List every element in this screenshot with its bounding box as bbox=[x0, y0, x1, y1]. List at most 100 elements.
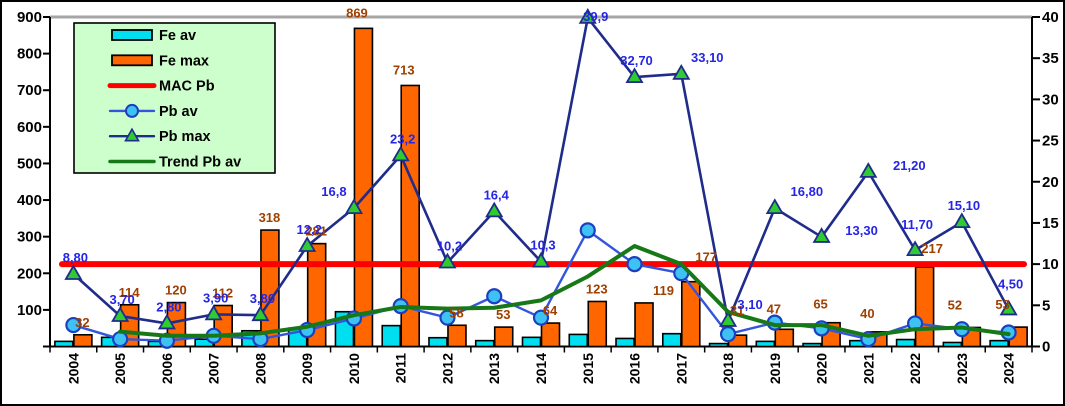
pb-max-marker-2014 bbox=[531, 251, 551, 268]
pb-max-marker-2016 bbox=[625, 67, 644, 84]
fe-max-label: 65 bbox=[813, 297, 827, 312]
pb-max-marker-2004 bbox=[64, 264, 83, 280]
x-axis-year-label: 2022 bbox=[907, 353, 923, 384]
x-axis-year-label: 2021 bbox=[860, 353, 876, 384]
pb-max-marker-2019 bbox=[765, 198, 784, 215]
x-axis-year-label: 2009 bbox=[299, 353, 315, 384]
pb-max-label: 32,70 bbox=[620, 53, 653, 68]
pb-max-marker-2021 bbox=[859, 162, 878, 178]
fe-max-label: 31 bbox=[730, 303, 744, 318]
fe-max-label: 40 bbox=[860, 306, 874, 321]
pb-max-label: 16,80 bbox=[791, 184, 824, 199]
fe-max-label: 112 bbox=[212, 285, 233, 300]
pb-max-label: 33,10 bbox=[691, 50, 724, 65]
legend-item-label: Trend Pb av bbox=[159, 155, 241, 171]
fe-max-label: 120 bbox=[165, 283, 187, 298]
legend-item-label: MAC Pb bbox=[159, 79, 215, 95]
x-axis-year-label: 2019 bbox=[767, 353, 783, 384]
right-axis-tick-label: 30 bbox=[1042, 91, 1059, 108]
legend-marker-circle bbox=[125, 103, 139, 118]
fe-av-bar-2017 bbox=[661, 332, 682, 348]
pb-max-label: 8,80 bbox=[63, 250, 88, 265]
pb-max-label: 3,10 bbox=[737, 297, 762, 312]
fe-max-bar-2009 bbox=[306, 242, 327, 348]
pb-max-label: 21,20 bbox=[893, 158, 926, 173]
left-axis-tick-label: 500 bbox=[17, 155, 42, 172]
pb-max-label: 23,2 bbox=[390, 131, 415, 146]
fe-max-label: 64 bbox=[543, 303, 558, 318]
pb-max-marker-2005 bbox=[111, 306, 130, 322]
pb-max-marker-2011 bbox=[391, 145, 410, 162]
pb-max-marker-2015 bbox=[578, 8, 597, 24]
pb-max-label: 16,4 bbox=[484, 187, 510, 202]
fe-max-bar-2019 bbox=[774, 328, 795, 348]
pb-max-marker-2023 bbox=[952, 212, 971, 229]
legend-swatch-0 bbox=[111, 29, 153, 41]
pb-max-label: 3,90 bbox=[203, 290, 228, 305]
pb-max-label: 10,2 bbox=[437, 238, 462, 253]
pb-max-label: 2,80 bbox=[156, 299, 181, 314]
pb-max-marker-2007 bbox=[204, 304, 223, 321]
x-axis-year-label: 2017 bbox=[673, 353, 689, 384]
x-axis-year-label: 2013 bbox=[486, 353, 502, 384]
pb-max-label: 11,70 bbox=[901, 217, 933, 232]
pb-max-marker-2020 bbox=[812, 227, 831, 243]
pb-max-label: 10,3 bbox=[530, 238, 555, 253]
pb-max-label: 3,70 bbox=[109, 292, 134, 307]
fe-max-bar-2015 bbox=[587, 300, 608, 348]
fe-max-label: 58 bbox=[449, 305, 463, 320]
fe-max-bar-2016 bbox=[634, 302, 654, 348]
fe-max-label: 869 bbox=[346, 5, 368, 20]
trend-pb-av-line bbox=[118, 244, 1011, 338]
fe-max-bar-2008 bbox=[260, 229, 280, 348]
fe-av-bar-2023 bbox=[942, 341, 963, 348]
pb-max-label: 3,80 bbox=[250, 291, 275, 306]
fe-max-bar-2010 bbox=[353, 27, 374, 348]
left-axis-tick-label: 900 bbox=[17, 9, 42, 26]
fe-max-bar-2011 bbox=[400, 84, 421, 348]
fe-av-bar-2013 bbox=[474, 339, 495, 348]
right-axis-tick-label: 5 bbox=[1042, 297, 1050, 314]
fe-max-bar-2014 bbox=[540, 322, 561, 348]
pb-max-label: 4,50 bbox=[998, 276, 1023, 291]
x-axis-year-label: 2008 bbox=[252, 353, 268, 384]
pb-max-label: 39,9 bbox=[583, 9, 608, 24]
pb-max-marker-2017 bbox=[672, 64, 691, 80]
x-axis-year-label: 2016 bbox=[627, 353, 643, 384]
pb-max-marker-2010 bbox=[344, 198, 364, 215]
left-axis-tick-label: 300 bbox=[17, 229, 42, 246]
pb-av-marker-2015 bbox=[579, 222, 596, 239]
right-axis-tick-label: 0 bbox=[1042, 339, 1050, 356]
pb-av-marker-2004 bbox=[65, 316, 82, 334]
pb-max-label: 15,10 bbox=[948, 198, 981, 213]
x-axis-year-label: 2023 bbox=[954, 353, 970, 384]
fe-av-bar-2004 bbox=[54, 340, 74, 348]
fe-av-bar-2018 bbox=[708, 342, 729, 348]
x-axis-year-label: 2007 bbox=[206, 353, 222, 384]
x-axis-year-label: 2004 bbox=[65, 353, 81, 384]
fe-av-bar-2015 bbox=[568, 333, 589, 348]
fe-max-label: 52 bbox=[948, 297, 962, 312]
pb-av-marker-2012 bbox=[439, 309, 456, 326]
right-axis-tick-label: 10 bbox=[1042, 256, 1059, 273]
fe-max-bar-2004 bbox=[73, 333, 93, 348]
pb-max-label: 16,8 bbox=[321, 184, 346, 199]
right-axis-tick-label: 40 bbox=[1042, 9, 1059, 26]
pb-max-marker-2009 bbox=[298, 236, 317, 252]
fe-av-bar-2012 bbox=[428, 336, 448, 348]
x-axis-year-label: 2006 bbox=[159, 353, 175, 384]
fe-av-bar-2016 bbox=[615, 337, 635, 348]
right-axis-tick-label: 15 bbox=[1042, 215, 1059, 232]
left-axis-tick-label: 100 bbox=[17, 302, 42, 319]
fe-max-label: 318 bbox=[259, 210, 281, 225]
pb-max-marker-2012 bbox=[438, 252, 457, 269]
pb-max-marker-2022 bbox=[906, 240, 925, 257]
legend-item-label: Fe max bbox=[159, 53, 209, 69]
pb-max-marker-2024 bbox=[999, 299, 1018, 316]
fe-max-label: 713 bbox=[393, 62, 415, 77]
fe-av-bar-2020 bbox=[802, 342, 822, 348]
fe-max-label: 281 bbox=[305, 224, 327, 239]
fe-av-bar-2022 bbox=[895, 338, 916, 348]
fe-av-bar-2024 bbox=[989, 339, 1009, 348]
